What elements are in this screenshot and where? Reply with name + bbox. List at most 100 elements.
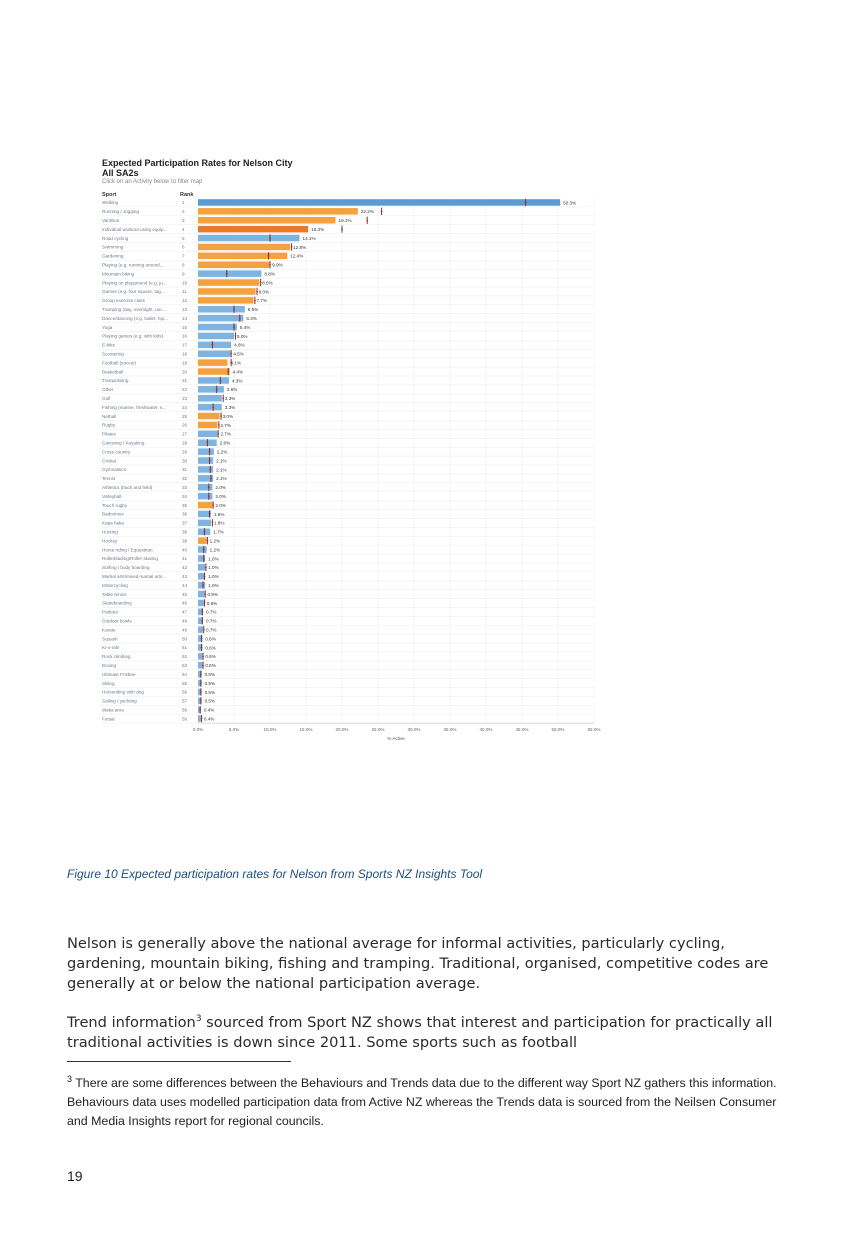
bar-29[interactable] bbox=[198, 448, 214, 455]
bar-value-label: 1.2% bbox=[210, 547, 220, 552]
row-sport-label: Squash bbox=[102, 636, 118, 641]
row-rank-label: 56 bbox=[182, 690, 188, 695]
x-tick-label: 45.0% bbox=[515, 727, 528, 732]
row-sport-label: Ki-o-rahi bbox=[102, 645, 119, 650]
bar-10[interactable] bbox=[198, 279, 260, 286]
col-header-rank: Rank bbox=[180, 192, 194, 198]
bar-56[interactable] bbox=[198, 688, 202, 696]
bar-52[interactable] bbox=[198, 653, 203, 660]
bar-39[interactable] bbox=[198, 537, 207, 544]
bar-value-label: 1.2% bbox=[210, 539, 220, 544]
row-rank-label: 24 bbox=[182, 405, 188, 410]
row-sport-label: Waka ama bbox=[102, 708, 124, 713]
bar-40[interactable] bbox=[198, 546, 207, 553]
bar-47[interactable] bbox=[198, 608, 204, 616]
bar-value-label: 0.5% bbox=[205, 681, 215, 686]
bar-43[interactable] bbox=[198, 573, 206, 580]
bar-value-label: 9.9% bbox=[272, 263, 282, 268]
row-rank-label: 26 bbox=[182, 423, 188, 428]
bar-3[interactable] bbox=[198, 217, 336, 224]
row-sport-label: Van/Bus bbox=[102, 218, 120, 223]
bar-2[interactable] bbox=[198, 208, 358, 215]
row-rank-label: 42 bbox=[182, 565, 188, 570]
bar-53[interactable] bbox=[198, 662, 203, 669]
row-sport-label: Badminton bbox=[102, 512, 124, 517]
col-header-sport: Sport bbox=[102, 192, 117, 198]
row-rank-label: 58 bbox=[182, 708, 188, 713]
bar-59[interactable] bbox=[198, 715, 201, 722]
row-sport-label: Hockey bbox=[102, 538, 118, 543]
bar-14[interactable] bbox=[198, 314, 244, 322]
bar-8[interactable] bbox=[198, 261, 270, 269]
bar-1[interactable] bbox=[198, 199, 561, 206]
row-sport-label: Touch rugby bbox=[102, 503, 128, 508]
row-sport-label: Hunting bbox=[102, 530, 118, 535]
bar-value-label: 3.0% bbox=[223, 414, 233, 419]
bar-value-label: 19.1% bbox=[339, 218, 352, 223]
bar-50[interactable] bbox=[198, 635, 203, 642]
bar-30[interactable] bbox=[198, 457, 214, 464]
row-sport-label: Football (soccer) bbox=[102, 360, 137, 365]
bar-23[interactable] bbox=[198, 395, 222, 402]
bar-48[interactable] bbox=[198, 617, 204, 625]
bar-24[interactable] bbox=[198, 403, 222, 411]
row-sport-label: Athletics (track and field) bbox=[102, 485, 153, 490]
bar-49[interactable] bbox=[198, 626, 204, 633]
bar-36[interactable] bbox=[198, 510, 211, 518]
bar-value-label: 0.5% bbox=[205, 672, 215, 677]
row-sport-label: Trampolining bbox=[102, 378, 129, 383]
bar-13[interactable] bbox=[198, 306, 245, 313]
bar-17[interactable] bbox=[198, 341, 232, 349]
bar-25[interactable] bbox=[198, 412, 220, 420]
bar-19[interactable] bbox=[198, 359, 228, 366]
bar-34[interactable] bbox=[198, 492, 213, 500]
bar-35[interactable] bbox=[198, 501, 213, 509]
x-tick-label: 0.0% bbox=[193, 727, 203, 732]
bar-16[interactable] bbox=[198, 332, 234, 340]
participation-chart[interactable]: Sport Rank Walking 1 50.3% Running / Jogging 2… bbox=[96, 188, 606, 813]
bar-6[interactable] bbox=[198, 243, 291, 251]
bar-value-label: 1.8% bbox=[214, 521, 224, 526]
bar-27[interactable] bbox=[198, 430, 218, 438]
bar-9[interactable] bbox=[198, 270, 262, 277]
footnote-reference[interactable]: 3 bbox=[195, 1014, 202, 1025]
bar-33[interactable] bbox=[198, 484, 213, 491]
row-sport-label: Pilates bbox=[102, 432, 116, 437]
row-rank-label: 22 bbox=[182, 387, 188, 392]
bar-55[interactable] bbox=[198, 679, 202, 687]
row-rank-label: 20 bbox=[182, 369, 188, 374]
bar-value-label: 4.6% bbox=[234, 343, 244, 348]
bar-5[interactable] bbox=[198, 234, 300, 242]
bar-15[interactable] bbox=[198, 323, 237, 331]
bar-46[interactable] bbox=[198, 599, 204, 607]
bar-18[interactable] bbox=[198, 350, 231, 358]
bar-20[interactable] bbox=[198, 368, 230, 375]
bar-31[interactable] bbox=[198, 466, 214, 473]
bar-value-label: 4.3% bbox=[232, 378, 242, 383]
row-rank-label: 48 bbox=[182, 619, 188, 624]
bar-51[interactable] bbox=[198, 644, 203, 651]
bar-57[interactable] bbox=[198, 697, 202, 705]
bar-26[interactable] bbox=[198, 421, 218, 429]
row-rank-label: 41 bbox=[182, 556, 188, 561]
bar-7[interactable] bbox=[198, 252, 288, 260]
bar-value-label: 5.0% bbox=[237, 334, 247, 339]
row-rank-label: 57 bbox=[182, 699, 188, 704]
bar-54[interactable] bbox=[198, 670, 202, 678]
bar-41[interactable] bbox=[198, 555, 206, 562]
bar-32[interactable] bbox=[198, 475, 214, 482]
bar-value-label: 2.1% bbox=[216, 467, 226, 472]
bar-42[interactable] bbox=[198, 564, 206, 571]
bar-45[interactable] bbox=[198, 590, 205, 598]
bar-37[interactable] bbox=[198, 519, 211, 527]
figure-title: Expected Participation Rates for Nelson … bbox=[102, 158, 293, 168]
bar-21[interactable] bbox=[198, 377, 229, 384]
row-sport-label: Walking bbox=[102, 200, 119, 205]
bar-value-label: 2.2% bbox=[217, 450, 227, 455]
bar-value-label: 3.3% bbox=[225, 405, 235, 410]
bar-44[interactable] bbox=[198, 581, 206, 589]
bar-4[interactable] bbox=[198, 225, 309, 233]
bar-22[interactable] bbox=[198, 386, 224, 393]
bar-11[interactable] bbox=[198, 288, 256, 295]
bar-12[interactable] bbox=[198, 297, 254, 304]
